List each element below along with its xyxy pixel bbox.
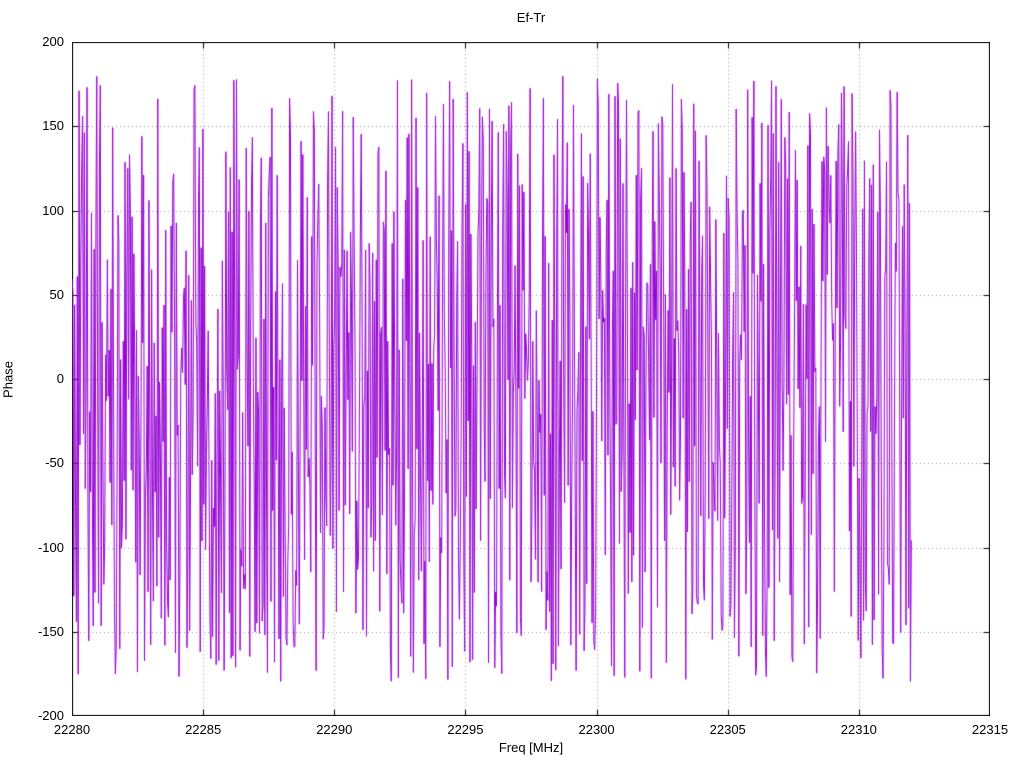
x-tick-label: 22305 (709, 722, 746, 737)
plot-canvas (72, 42, 990, 716)
y-tick-label: -150 (37, 623, 64, 639)
y-tick-label: -200 (37, 708, 64, 723)
x-tick-label: 22290 (316, 722, 353, 737)
x-tick-label: 22280 (53, 722, 91, 737)
y-tick-label: -100 (37, 539, 64, 555)
y-tick-label: -50 (45, 455, 64, 471)
plot-title: Ef-Tr (516, 10, 546, 25)
x-tick-label: 22300 (578, 722, 615, 737)
y-axis-label: Phase (0, 361, 16, 398)
y-tick-label: 0 (56, 371, 64, 386)
x-tick-label: 22285 (185, 722, 222, 737)
y-tick-label: 200 (42, 34, 64, 49)
x-tick-label: 22315 (971, 722, 1009, 737)
x-axis-label: Freq [MHz] (498, 740, 564, 755)
x-tick-label: 22295 (447, 722, 484, 737)
x-tick-label: 22310 (840, 722, 877, 737)
y-tick-label: 100 (42, 202, 64, 218)
y-tick-label: 50 (49, 286, 64, 302)
y-tick-label: 150 (42, 118, 64, 134)
